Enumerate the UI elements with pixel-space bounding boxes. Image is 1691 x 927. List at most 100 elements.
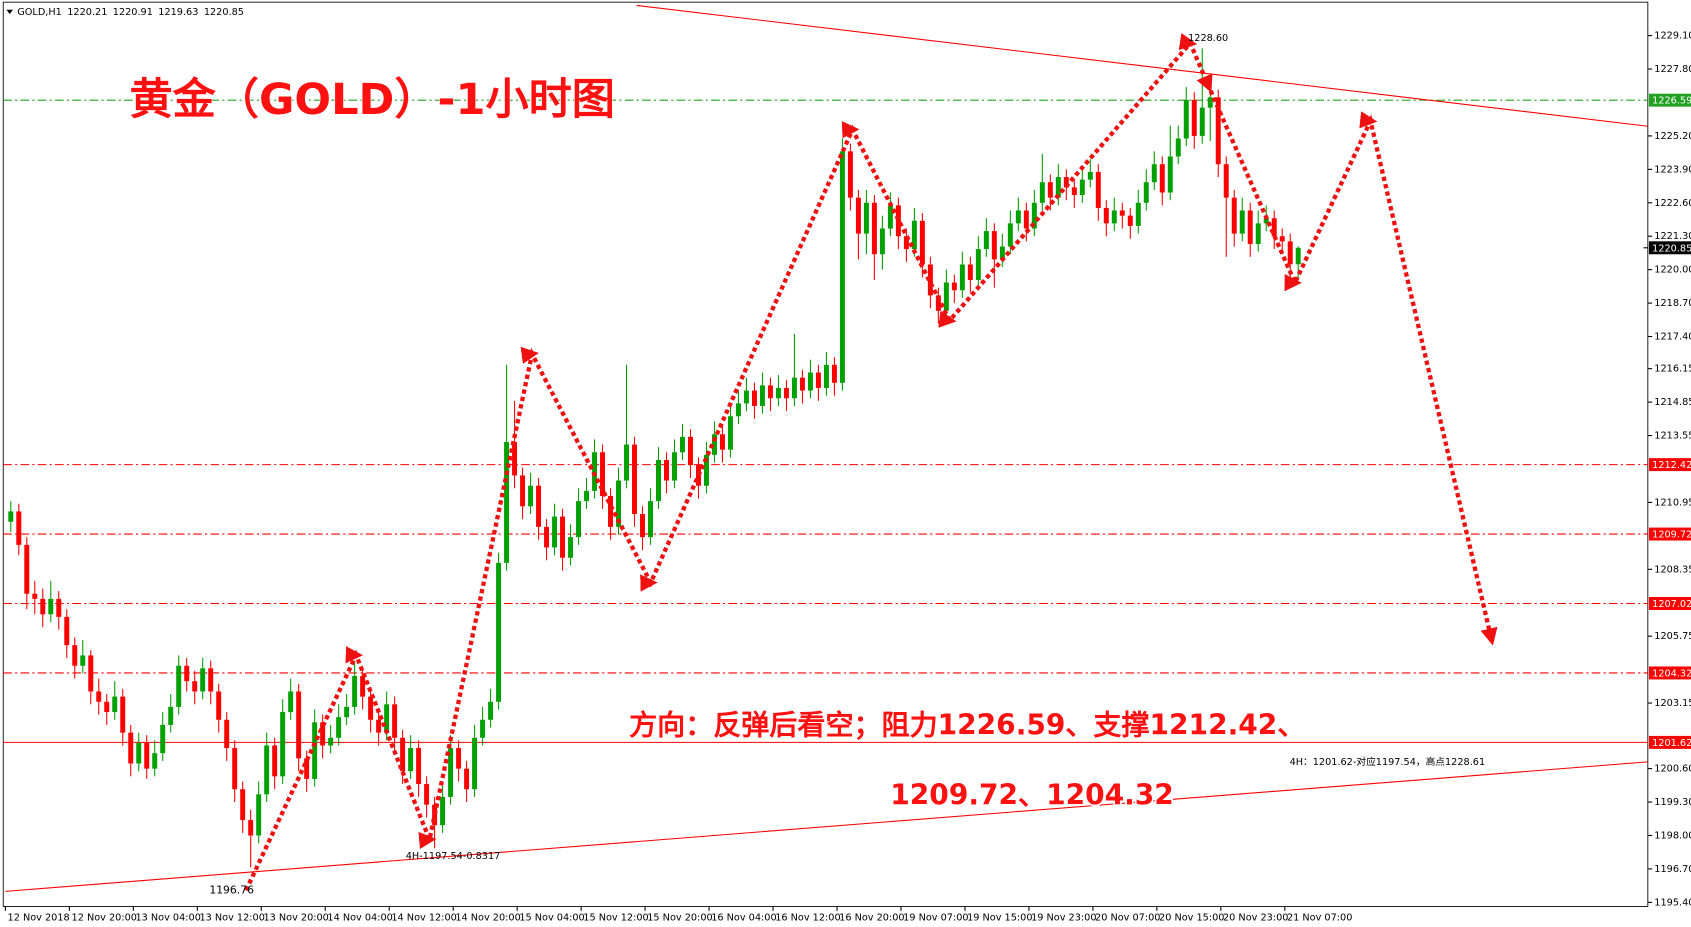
candle-body bbox=[184, 665, 190, 682]
candle-body bbox=[464, 768, 470, 790]
candle-body bbox=[416, 748, 422, 785]
candle-body bbox=[815, 372, 821, 388]
candle-body bbox=[504, 441, 510, 563]
candle-body bbox=[1255, 223, 1261, 244]
candle-body bbox=[496, 562, 502, 702]
candle-body bbox=[368, 696, 374, 720]
candle-body bbox=[624, 444, 629, 481]
candle-body bbox=[520, 475, 526, 507]
candle-body bbox=[1279, 236, 1285, 242]
y-tick-label: 1199.30 bbox=[1654, 797, 1691, 808]
x-tick-label: 20 Nov 15:00 bbox=[1159, 912, 1224, 923]
candle-body bbox=[208, 668, 214, 692]
y-tick-label: 1198.00 bbox=[1654, 830, 1691, 841]
candle-body bbox=[951, 282, 957, 291]
candle-body bbox=[248, 820, 254, 836]
candle-body bbox=[48, 598, 54, 615]
candle-body bbox=[727, 416, 733, 450]
candle-body bbox=[1239, 210, 1245, 234]
candle-body bbox=[1039, 182, 1045, 203]
x-tick-label: 20 Nov 23:00 bbox=[1223, 912, 1288, 923]
y-tick-label: 1205.75 bbox=[1654, 631, 1691, 642]
candle-body bbox=[1143, 182, 1149, 203]
y-tick-label: 1229.10 bbox=[1654, 31, 1691, 42]
x-tick-label: 15 Nov 04:00 bbox=[519, 912, 584, 923]
candle-body bbox=[104, 701, 110, 713]
header-arrow bbox=[6, 9, 13, 15]
candle-body bbox=[256, 794, 262, 836]
x-tick-label: 12 Nov 2018 bbox=[8, 912, 70, 923]
candle-body bbox=[528, 485, 534, 507]
candle-body bbox=[1023, 210, 1029, 229]
candle-body bbox=[352, 676, 358, 707]
candle-body bbox=[376, 719, 382, 733]
candle-body bbox=[1271, 218, 1277, 237]
candle-body bbox=[512, 441, 518, 476]
candle-body bbox=[1295, 247, 1301, 265]
candle-body bbox=[871, 202, 877, 255]
candle-body bbox=[560, 516, 566, 558]
candle-body bbox=[384, 704, 390, 733]
x-tick-label: 19 Nov 15:00 bbox=[967, 912, 1032, 923]
y-tick-label: 1225.20 bbox=[1654, 131, 1691, 142]
candle-body bbox=[472, 737, 478, 790]
candle-body bbox=[584, 490, 590, 502]
y-tick-label: 1216.15 bbox=[1654, 364, 1691, 375]
candle-body bbox=[56, 598, 62, 617]
chart-title: 黄金（GOLD）-1小时图 bbox=[129, 75, 614, 125]
y-tick-label: 1203.15 bbox=[1654, 698, 1691, 709]
candle-body bbox=[1087, 171, 1093, 180]
candle-body bbox=[967, 264, 973, 280]
x-tick-label: 19 Nov 23:00 bbox=[1031, 912, 1096, 923]
price-label-box bbox=[1648, 458, 1691, 472]
candle-body bbox=[783, 387, 789, 399]
candle-body bbox=[1111, 210, 1117, 224]
candle-body bbox=[823, 364, 829, 388]
candle-body bbox=[1095, 171, 1101, 208]
candle-body bbox=[280, 712, 286, 777]
candle-body bbox=[296, 691, 302, 759]
candle-body bbox=[168, 706, 174, 725]
candle-body bbox=[192, 681, 198, 692]
candle-body bbox=[1071, 187, 1077, 196]
price-label: 1212.42 bbox=[1652, 460, 1691, 471]
candle-body bbox=[1159, 164, 1165, 193]
y-tick-label: 1220.00 bbox=[1654, 265, 1691, 276]
price-label: 1226.59 bbox=[1652, 96, 1691, 107]
candle-body bbox=[863, 202, 869, 234]
candle-body bbox=[1079, 179, 1085, 196]
candle-body bbox=[831, 364, 837, 383]
candle-body bbox=[751, 390, 757, 406]
candle-body bbox=[264, 745, 270, 795]
x-tick-label: 13 Nov 04:00 bbox=[135, 912, 200, 923]
price-label-box bbox=[1648, 93, 1691, 107]
candle-body bbox=[272, 745, 278, 777]
candle-body bbox=[1191, 99, 1197, 136]
candle-body bbox=[360, 676, 366, 697]
y-tick-label: 1223.90 bbox=[1654, 164, 1691, 175]
candle-body bbox=[328, 737, 334, 746]
x-tick-label: 21 Nov 07:00 bbox=[1287, 912, 1352, 923]
candle-body bbox=[288, 691, 294, 713]
candle-body bbox=[72, 645, 78, 666]
candle-body bbox=[552, 516, 558, 548]
candle-body bbox=[1199, 107, 1205, 136]
y-tick-label: 1217.40 bbox=[1654, 332, 1691, 343]
x-tick-label: 12 Nov 20:00 bbox=[72, 912, 137, 923]
x-tick-label: 16 Nov 20:00 bbox=[839, 912, 904, 923]
x-tick-label: 19 Nov 07:00 bbox=[903, 912, 968, 923]
candle-body bbox=[392, 704, 398, 738]
candle-body bbox=[120, 696, 126, 733]
candle-body bbox=[1015, 210, 1021, 224]
candle-body bbox=[991, 231, 997, 260]
candle-body bbox=[1223, 164, 1229, 198]
x-tick-label: 15 Nov 20:00 bbox=[647, 912, 712, 923]
candle-body bbox=[200, 668, 206, 692]
candle-body bbox=[943, 282, 949, 311]
price-label: 1220.85 bbox=[1652, 243, 1691, 254]
candle-body bbox=[152, 753, 158, 769]
candle-body bbox=[735, 403, 741, 417]
candle-body bbox=[1167, 156, 1173, 193]
